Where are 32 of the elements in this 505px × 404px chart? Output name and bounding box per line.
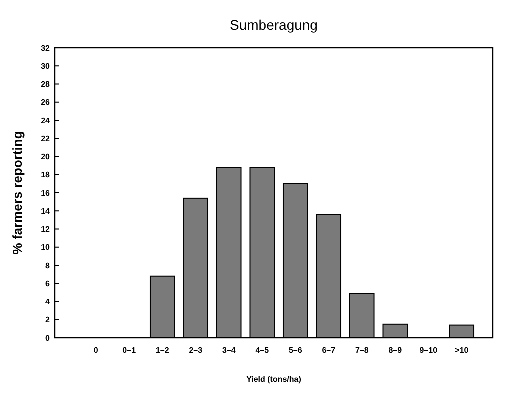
x-tick-label: 6–7 — [322, 346, 336, 355]
y-tick-label: 18 — [41, 170, 51, 180]
y-tick-label: 26 — [41, 98, 51, 108]
x-tick-label: 0–1 — [122, 346, 137, 355]
x-tick-label: 4–5 — [256, 346, 270, 355]
y-axis-title: % farmers reporting — [10, 131, 25, 255]
y-tick-label: 24 — [41, 116, 51, 126]
x-tick-label: 7–8 — [355, 346, 370, 355]
x-tick-label: 0 — [94, 346, 99, 355]
x-tick-label: 9–10 — [420, 346, 438, 355]
y-tick-label: 30 — [41, 62, 51, 71]
chart-title: Sumberagung — [230, 17, 318, 33]
x-tick-label: 8–9 — [388, 346, 403, 355]
y-tick-label: 22 — [41, 134, 51, 144]
y-tick-label: 2 — [46, 316, 51, 325]
y-tick-label: 28 — [41, 80, 51, 90]
y-tick-label: 20 — [41, 152, 51, 162]
y-tick-label: 16 — [41, 188, 51, 198]
x-tick-label: 3–4 — [222, 346, 236, 355]
x-tick-label: 2–3 — [189, 346, 204, 355]
x-tick-label: >10 — [455, 346, 470, 355]
x-axis-title: Yield (tons/ha) — [246, 375, 302, 384]
y-tick-label: 10 — [41, 243, 51, 252]
y-tick-label: 12 — [41, 225, 51, 234]
y-tick-label: 14 — [41, 206, 51, 216]
y-tick-label: 4 — [46, 298, 51, 307]
y-tick-label: 6 — [46, 279, 51, 288]
y-tick-label: 32 — [41, 44, 51, 53]
x-tick-label: 1–2 — [156, 346, 170, 355]
x-tick-label: 5–6 — [288, 346, 303, 355]
y-tick-label: 0 — [46, 334, 51, 343]
y-tick-label: 8 — [46, 261, 51, 270]
